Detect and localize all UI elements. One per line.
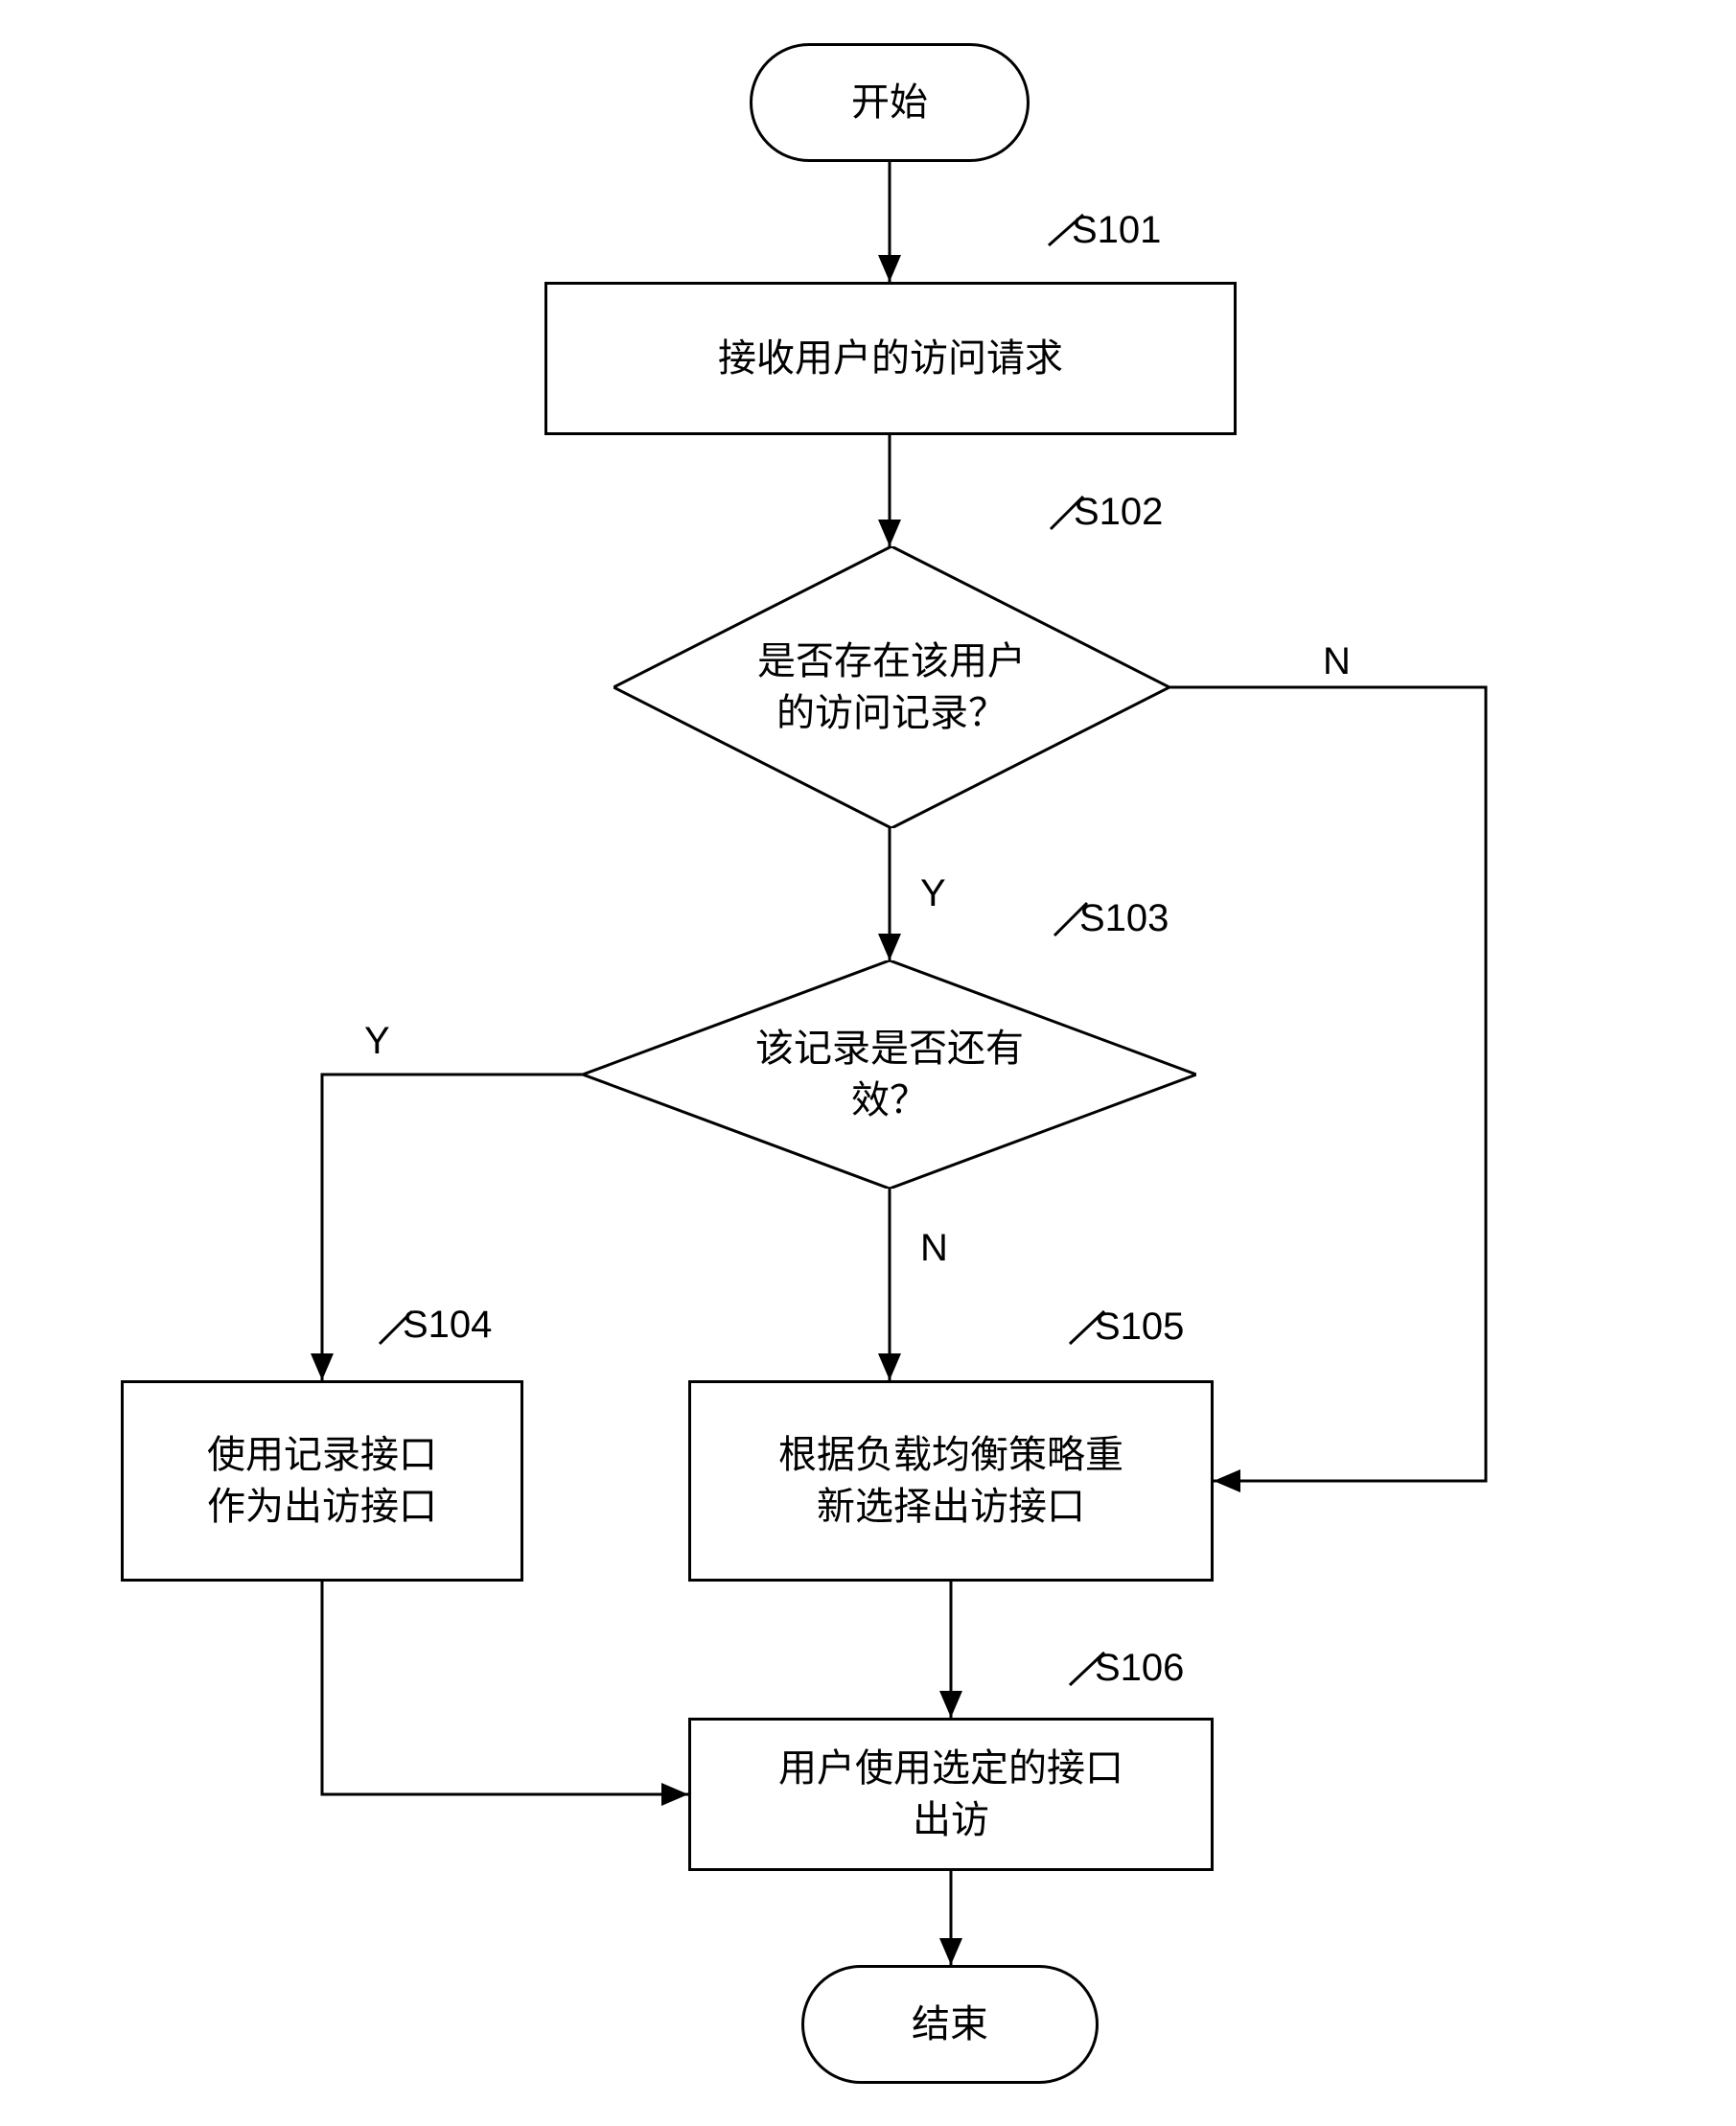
branch-label-s103-no: N	[920, 1227, 948, 1270]
step-label-s105: S105	[1095, 1306, 1184, 1349]
end-node: 结束	[801, 1965, 1099, 2084]
s105-node: 根据负载均衡策略重 新选择出访接口	[688, 1380, 1214, 1582]
step-label-s102: S102	[1074, 491, 1163, 534]
s103-node: 该记录是否还有效？	[583, 960, 1196, 1189]
branch-label-s102-yes: Y	[920, 872, 946, 915]
step-label-s103: S103	[1079, 897, 1169, 940]
s103-text: 该记录是否还有效？	[718, 1023, 1061, 1126]
end-text: 结束	[912, 1999, 988, 2050]
s104-text: 使用记录接口 作为出访接口	[207, 1429, 437, 1533]
s102-node: 是否存在该用户 的访问记录？	[613, 546, 1169, 828]
s106-text: 用户使用选定的接口 出访	[778, 1743, 1123, 1846]
s101-node: 接收用户的访问请求	[544, 282, 1237, 435]
s106-node: 用户使用选定的接口 出访	[688, 1718, 1214, 1871]
s101-text: 接收用户的访问请求	[718, 333, 1063, 384]
s102-text: 是否存在该用户 的访问记录？	[757, 635, 1026, 739]
step-label-s104: S104	[403, 1304, 492, 1347]
start-text: 开始	[851, 77, 928, 128]
step-label-s101: S101	[1072, 209, 1161, 252]
branch-label-s102-no: N	[1323, 640, 1351, 683]
step-label-s106: S106	[1095, 1647, 1184, 1690]
start-node: 开始	[750, 43, 1030, 162]
s104-node: 使用记录接口 作为出访接口	[121, 1380, 523, 1582]
s105-text: 根据负载均衡策略重 新选择出访接口	[778, 1429, 1123, 1533]
branch-label-s103-yes: Y	[364, 1020, 390, 1063]
flowchart-canvas: 开始 接收用户的访问请求 是否存在该用户 的访问记录？ 该记录是否还有效？ 使用…	[0, 0, 1736, 2126]
